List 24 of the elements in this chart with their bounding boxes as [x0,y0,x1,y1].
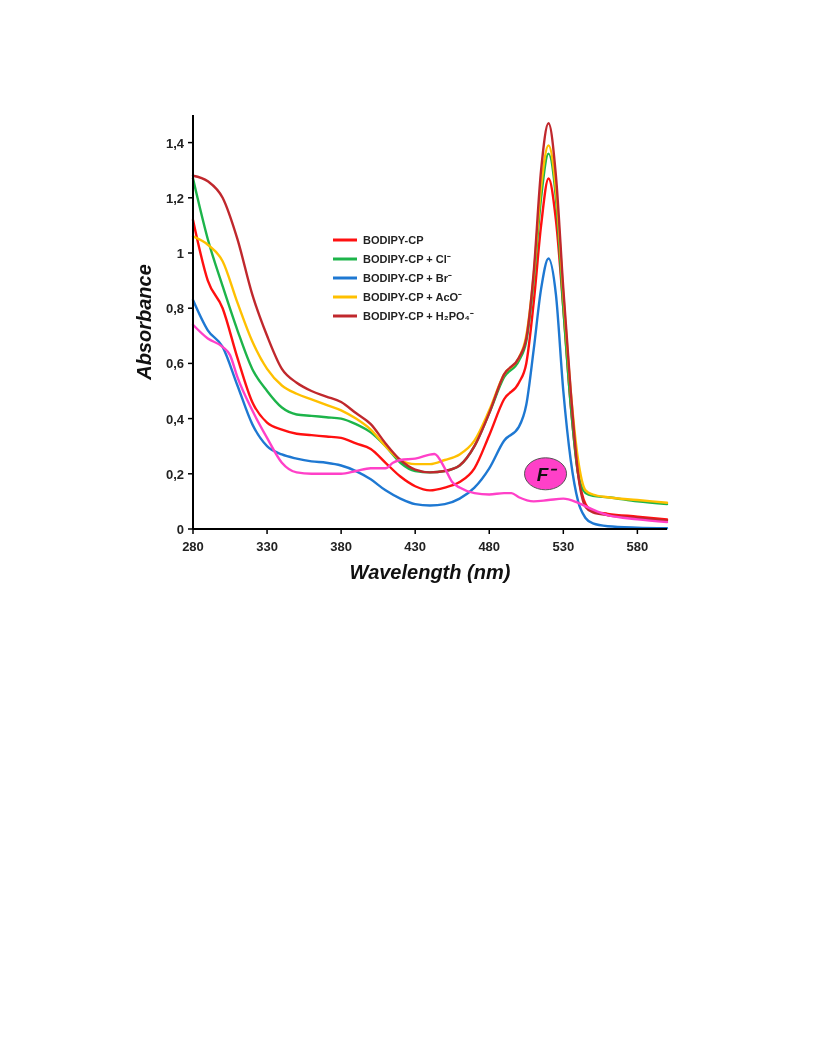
x-tick-label: 280 [182,539,204,554]
y-tick-label: 0,8 [165,301,184,317]
x-tick-label: 330 [256,539,278,554]
x-axis-title: Wavelength (nm) [349,561,511,583]
legend-label: BODIPY-CP + AcO⁻ [363,291,463,303]
legend-label: BODIPY-CP [363,234,424,246]
y-tick-label: 1 [176,246,184,261]
line-series [191,323,669,524]
legend-label: BODIPY-CP + Br⁻ [363,272,453,284]
legend-label: BODIPY-CP + Cl⁻ [363,253,451,265]
y-tick-label: 0,6 [165,356,184,372]
annotation: F⁻ [536,463,559,485]
y-tick-label: 1,2 [165,190,184,206]
x-tick-label: 480 [478,539,501,554]
y-tick-label: 0,2 [165,466,184,482]
x-tick-label: 380 [330,539,352,554]
y-tick-label: 1,4 [165,135,185,151]
legend-label: BODIPY-CP + H₂PO₄⁻ [363,310,474,322]
x-tick-label: 430 [404,539,427,554]
y-axis-title: Absorbance [133,264,155,381]
x-tick-label: 530 [552,539,575,554]
y-tick-label: 0 [176,522,184,537]
y-tick-label: 0,4 [165,411,185,427]
x-tick-label: 580 [626,539,649,554]
